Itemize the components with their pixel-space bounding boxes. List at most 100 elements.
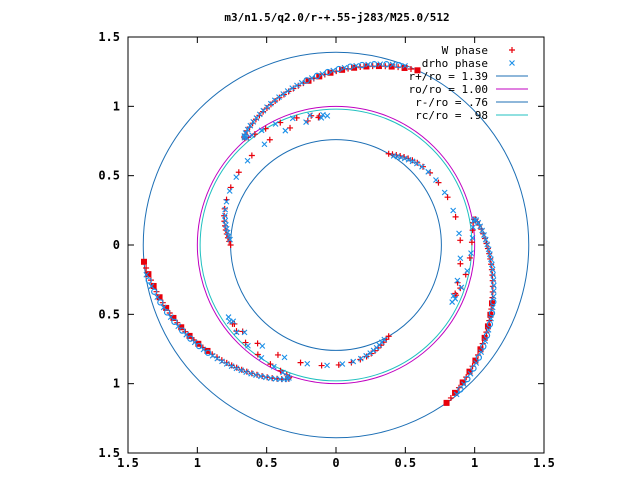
- w-phase-point: [254, 351, 261, 358]
- drho-phase-point: [339, 361, 346, 367]
- drho-phase-point: [280, 369, 286, 376]
- y-tick-label: 0.5: [98, 307, 120, 321]
- drho-phase-point: [453, 391, 460, 398]
- drho-phase-point: [358, 61, 366, 69]
- drho-phase-point: [214, 355, 221, 362]
- legend-label: r-/ro = .76: [415, 96, 488, 109]
- drho-phase-point: [271, 97, 278, 104]
- drho-phase-point: [272, 121, 279, 127]
- drho-phase-point: [227, 236, 233, 243]
- y-tick-label: 1.5: [98, 446, 120, 460]
- drho-phase-point: [157, 299, 164, 306]
- w-phase-point: [293, 114, 300, 121]
- w-phase-point: [457, 260, 464, 267]
- w-phase-point: [452, 213, 459, 220]
- y-tick-label: 0: [113, 238, 120, 252]
- axis-ticks: 1.5 1 0.5 0 0.5 1 1.51.510.500.511.5: [98, 30, 555, 470]
- drho-phase-point: [276, 94, 282, 100]
- w-phase-point: [435, 179, 442, 186]
- phase-series: [140, 61, 497, 406]
- drho-phase-point: [347, 63, 354, 70]
- drho-phase-point: [244, 157, 251, 164]
- drho-phase-point: [485, 246, 492, 253]
- drho-phase-point: [490, 293, 497, 300]
- w-phase-point: [274, 351, 281, 358]
- w-phase-point: [267, 361, 274, 368]
- drho-phase-point: [353, 62, 360, 69]
- drho-phase-point: [320, 111, 326, 118]
- w-phase-point: [318, 362, 325, 369]
- drho-phase-point: [484, 241, 491, 248]
- drho-phase-point: [223, 198, 230, 205]
- drho-phase-point: [258, 354, 265, 361]
- drho-phase-point: [470, 224, 476, 231]
- drho-phase-point: [200, 346, 207, 353]
- drho-phase-point: [482, 236, 489, 243]
- drho-phase-point: [480, 343, 487, 350]
- drho-phase-point: [248, 370, 254, 377]
- drho-phase-point: [307, 112, 313, 119]
- drho-phase-point: [233, 365, 240, 372]
- x-tick-label: 1.5: [117, 456, 139, 470]
- drho-phase-point: [154, 294, 161, 300]
- x-tick-label: 0: [332, 456, 339, 470]
- drho-phase-point: [319, 71, 326, 77]
- y-tick-label: 1: [113, 99, 120, 113]
- w-phase-point: [266, 136, 273, 143]
- w-phase-point: [248, 152, 255, 159]
- circle-roro: [196, 105, 476, 385]
- drho-phase-point: [160, 304, 167, 311]
- drho-phase-point: [456, 230, 462, 237]
- w-phase-point: [509, 47, 515, 53]
- drho-phase-point: [457, 386, 464, 393]
- drho-phase-point: [241, 133, 248, 139]
- w-phase-point: [468, 239, 475, 246]
- drho-phase-point: [479, 227, 486, 234]
- drho-phase-point: [324, 112, 331, 119]
- drho-phase-point: [330, 67, 337, 74]
- drho-phase-point: [350, 358, 357, 365]
- drho-phase-point: [486, 321, 494, 328]
- drho-phase-point: [488, 309, 496, 317]
- drho-phase-point: [262, 374, 269, 381]
- drho-phase-point: [490, 282, 497, 289]
- drho-phase-point: [454, 277, 461, 284]
- w-phase-point: [414, 67, 421, 74]
- drho-phase-point: [238, 367, 245, 374]
- x-tick-label: 1.5: [533, 456, 555, 470]
- w-phase-point: [140, 258, 147, 265]
- drho-phase-point: [289, 85, 296, 91]
- drho-phase-point: [277, 376, 283, 383]
- w-phase-point: [409, 157, 416, 164]
- drho-phase-point: [228, 363, 235, 370]
- drho-phase-point: [488, 261, 495, 268]
- drho-phase-point: [464, 267, 471, 274]
- drho-phase-point: [485, 326, 492, 333]
- drho-phase-point: [469, 235, 476, 241]
- drho-phase-point: [389, 61, 396, 68]
- w-phase-point: [488, 300, 495, 307]
- chart-title: m3/n1.5/q2.0/r-+.55-j283/M25.0/512: [224, 11, 449, 24]
- drho-phase-point: [450, 207, 457, 214]
- legend-label: drho phase: [422, 57, 488, 70]
- w-phase-point: [287, 124, 294, 131]
- w-phase-point: [348, 359, 355, 366]
- w-phase-point: [419, 163, 426, 170]
- drho-phase-point: [318, 114, 325, 121]
- legend-label: r+/ro = 1.39: [409, 70, 488, 83]
- w-phase-point: [143, 265, 150, 272]
- drho-phase-point: [244, 126, 251, 133]
- drho-phase-point: [151, 288, 158, 295]
- series-drho-phase: [143, 61, 497, 398]
- y-tick-label: 0.5: [98, 169, 120, 183]
- drho-phase-point: [488, 256, 494, 263]
- drho-phase-point: [222, 217, 229, 224]
- drho-phase-point: [219, 358, 225, 365]
- x-tick-label: 1: [194, 456, 201, 470]
- drho-phase-point: [148, 283, 155, 290]
- drho-phase-point: [171, 318, 178, 325]
- drho-phase-point: [222, 206, 229, 213]
